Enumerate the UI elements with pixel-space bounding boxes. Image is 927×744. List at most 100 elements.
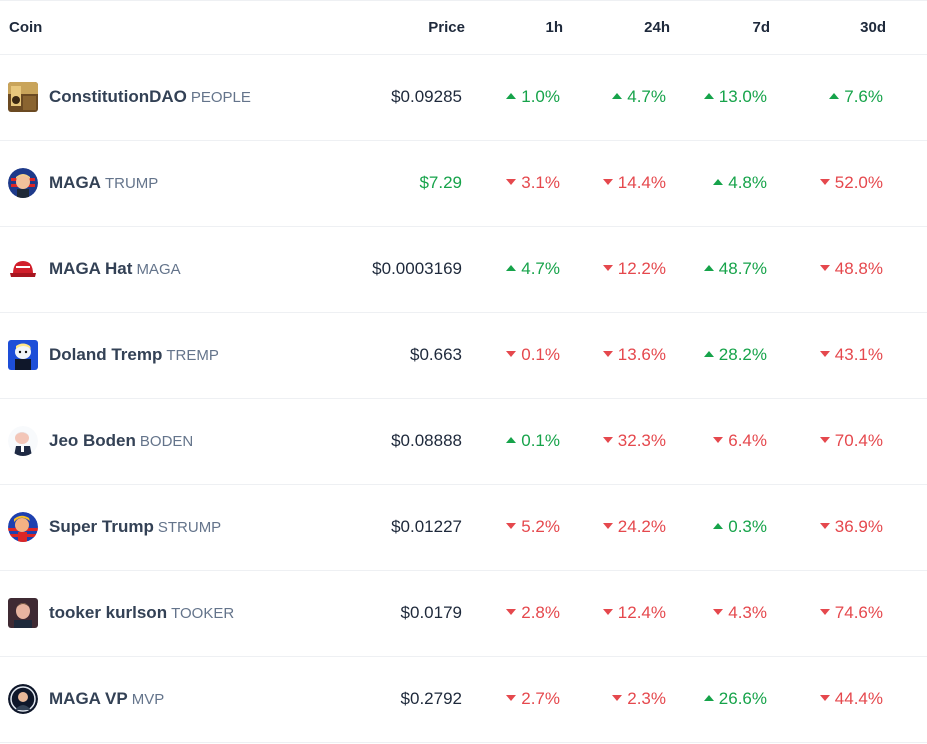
change-1h-value: 0.1%: [521, 431, 560, 450]
coin-name[interactable]: Jeo Boden BODEN: [49, 431, 193, 452]
change-7d-value: 13.0%: [718, 87, 767, 106]
change-7d: 48.7%: [703, 259, 767, 279]
caret-down-icon: [506, 350, 517, 357]
change-24h: 14.4%: [602, 173, 666, 193]
coin-symbol: MVP: [131, 691, 165, 708]
change-1h-value: 3.1%: [521, 173, 560, 192]
change-24h-value: 13.6%: [617, 345, 666, 364]
caret-up-icon: [506, 436, 517, 443]
column-header-price[interactable]: Price: [428, 19, 465, 36]
caret-up-icon: [713, 178, 724, 185]
column-header-30d[interactable]: 30d: [860, 19, 886, 36]
table-row[interactable]: Jeo Boden BODEN $0.08888 0.1% 32.3% 6.4% …: [0, 399, 927, 485]
coin-price: $0.0179: [400, 603, 462, 622]
change-30d-value: 7.6%: [844, 87, 883, 106]
change-24h: 24.2%: [602, 517, 666, 537]
caret-down-icon: [819, 694, 830, 701]
top-divider: [0, 0, 927, 1]
change-1h: 0.1%: [506, 345, 560, 365]
caret-down-icon: [602, 608, 613, 615]
caret-down-icon: [506, 608, 517, 615]
caret-down-icon: [819, 522, 830, 529]
caret-up-icon: [703, 350, 714, 357]
coin-name-label: MAGA VP: [49, 689, 128, 708]
change-24h-value: 12.4%: [617, 603, 666, 622]
table-row[interactable]: Super Trump STRUMP $0.01227 5.2% 24.2% 0.…: [0, 485, 927, 571]
caret-down-icon: [713, 608, 724, 615]
coin-name[interactable]: Doland Tremp TREMP: [49, 345, 219, 366]
change-7d-value: 48.7%: [718, 259, 767, 278]
caret-down-icon: [612, 694, 623, 701]
caret-down-icon: [602, 436, 613, 443]
caret-down-icon: [506, 178, 517, 185]
change-30d-value: 44.4%: [834, 689, 883, 708]
change-7d: 0.3%: [713, 517, 767, 537]
coin-price: $0.01227: [391, 517, 462, 536]
caret-down-icon: [819, 608, 830, 615]
change-24h: 2.3%: [612, 689, 666, 709]
change-1h-value: 2.8%: [521, 603, 560, 622]
caret-up-icon: [713, 522, 724, 529]
table-row[interactable]: MAGA VP MVP $0.2792 2.7% 2.3% 26.6% 44.4%: [0, 657, 927, 743]
change-7d: 6.4%: [713, 431, 767, 451]
change-1h: 1.0%: [506, 87, 560, 107]
change-1h: 2.7%: [506, 689, 560, 709]
coin-name[interactable]: MAGA TRUMP: [49, 173, 158, 194]
coin-symbol: STRUMP: [157, 519, 222, 536]
coin-name-label: MAGA: [49, 173, 101, 192]
change-7d: 4.8%: [713, 173, 767, 193]
change-1h-value: 5.2%: [521, 517, 560, 536]
coin-symbol: PEOPLE: [190, 89, 251, 106]
super-trump-icon: [8, 512, 38, 542]
column-header-7d[interactable]: 7d: [752, 19, 770, 36]
change-24h-value: 14.4%: [617, 173, 666, 192]
table-row[interactable]: Doland Tremp TREMP $0.663 0.1% 13.6% 28.2…: [0, 313, 927, 399]
change-24h-value: 4.7%: [627, 87, 666, 106]
change-24h: 32.3%: [602, 431, 666, 451]
coin-symbol: BODEN: [139, 433, 194, 450]
coin-name[interactable]: ConstitutionDAO PEOPLE: [49, 87, 251, 108]
change-7d-value: 4.8%: [728, 173, 767, 192]
change-24h: 4.7%: [612, 87, 666, 107]
coin-symbol: TREMP: [166, 347, 219, 364]
change-24h: 12.2%: [602, 259, 666, 279]
change-24h-value: 2.3%: [627, 689, 666, 708]
column-header-coin[interactable]: Coin: [9, 19, 43, 36]
table-row[interactable]: MAGA Hat MAGA $0.0003169 4.7% 12.2% 48.7%…: [0, 227, 927, 313]
caret-down-icon: [602, 350, 613, 357]
caret-up-icon: [829, 92, 840, 99]
change-24h: 12.4%: [602, 603, 666, 623]
coin-name-label: Doland Tremp: [49, 345, 163, 364]
coin-price: $0.2792: [400, 689, 462, 708]
caret-down-icon: [819, 436, 830, 443]
change-1h: 5.2%: [506, 517, 560, 537]
caret-down-icon: [819, 178, 830, 185]
caret-up-icon: [703, 264, 714, 271]
change-7d: 28.2%: [703, 345, 767, 365]
coin-price: $7.29: [419, 173, 462, 192]
table-row[interactable]: MAGA TRUMP $7.29 3.1% 14.4% 4.8% 52.0%: [0, 141, 927, 227]
change-24h-value: 24.2%: [617, 517, 666, 536]
coin-name[interactable]: Super Trump STRUMP: [49, 517, 221, 538]
change-1h-value: 0.1%: [521, 345, 560, 364]
coin-symbol: TRUMP: [104, 175, 159, 192]
tooker-kurlson-icon: [8, 598, 38, 628]
coin-name[interactable]: MAGA VP MVP: [49, 689, 164, 710]
change-7d: 26.6%: [703, 689, 767, 709]
coin-name[interactable]: MAGA Hat MAGA: [49, 259, 181, 280]
caret-up-icon: [703, 92, 714, 99]
column-header-24h[interactable]: 24h: [644, 19, 670, 36]
table-row[interactable]: ConstitutionDAO PEOPLE $0.09285 1.0% 4.7%…: [0, 55, 927, 141]
caret-down-icon: [602, 522, 613, 529]
maga-vp-icon: [8, 684, 38, 714]
coin-name[interactable]: tooker kurlson TOOKER: [49, 603, 234, 624]
coin-symbol: TOOKER: [171, 605, 235, 622]
change-24h-value: 12.2%: [617, 259, 666, 278]
column-header-1h[interactable]: 1h: [545, 19, 563, 36]
change-1h: 0.1%: [506, 431, 560, 451]
table-row[interactable]: tooker kurlson TOOKER $0.0179 2.8% 12.4% …: [0, 571, 927, 657]
caret-down-icon: [713, 436, 724, 443]
coin-table-body: ConstitutionDAO PEOPLE $0.09285 1.0% 4.7%…: [0, 55, 927, 743]
change-1h-value: 4.7%: [521, 259, 560, 278]
coin-symbol: MAGA: [136, 261, 181, 278]
